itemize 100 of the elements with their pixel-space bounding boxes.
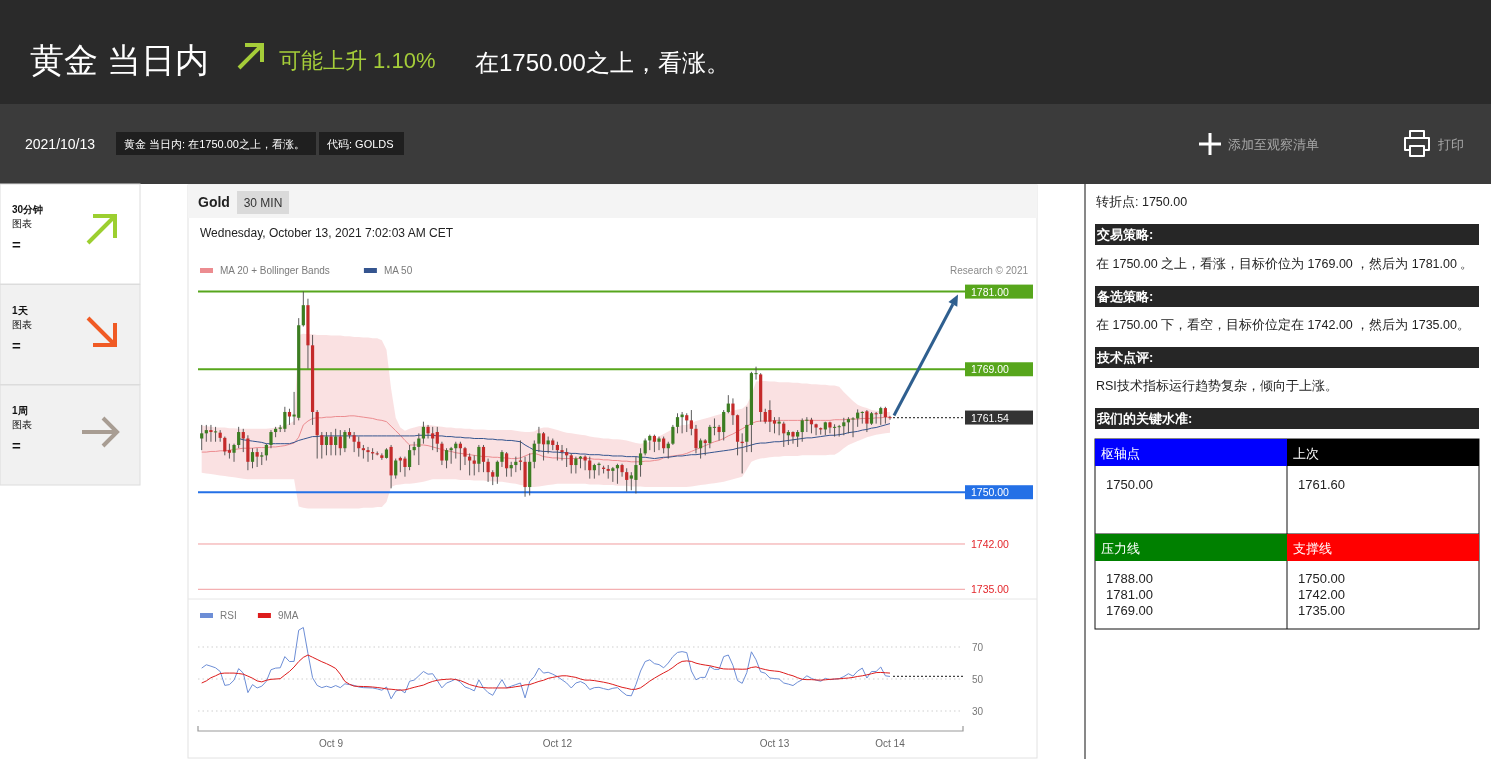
text: = xyxy=(12,236,21,253)
text: 30分钟 xyxy=(12,204,44,215)
text: 枢轴点 xyxy=(1101,446,1140,461)
candlestick xyxy=(578,455,583,469)
text: 图表 xyxy=(12,318,32,330)
candlestick xyxy=(569,452,573,474)
candlestick xyxy=(712,418,717,436)
text: 黄金 当日内: 在1750.00之上，看涨。 xyxy=(124,138,305,150)
candlestick xyxy=(657,436,661,451)
candlestick xyxy=(504,451,509,478)
text: 1788.00 xyxy=(1106,571,1153,586)
candlestick xyxy=(246,434,250,471)
candlestick xyxy=(541,431,546,461)
candlestick xyxy=(361,444,365,460)
candlestick xyxy=(301,291,305,327)
candlestick xyxy=(560,444,564,461)
text: 上次 xyxy=(1293,446,1319,461)
candlestick xyxy=(597,462,601,476)
candlestick xyxy=(777,416,781,436)
candlestick xyxy=(232,443,236,463)
candlestick xyxy=(431,426,435,451)
x-tick-label: Oct 12 xyxy=(542,738,573,749)
text: 压力线 xyxy=(1101,541,1140,556)
candlestick xyxy=(675,412,680,434)
candlestick xyxy=(204,424,208,443)
line-series xyxy=(201,654,891,691)
candlestick xyxy=(532,440,536,469)
candlestick xyxy=(800,418,804,443)
candlestick xyxy=(481,444,486,473)
y-tick-label: 30 xyxy=(972,706,984,717)
text: 打印 xyxy=(1437,137,1464,152)
candlestick xyxy=(315,409,319,460)
candlestick xyxy=(421,421,426,445)
candlestick xyxy=(638,447,643,478)
candlestick xyxy=(329,431,333,456)
chart-subtitle: Wednesday, October 13, 2021 7:02:03 AM CET xyxy=(200,226,454,240)
candlestick xyxy=(463,446,467,466)
text: 1天 xyxy=(12,304,29,316)
legend-label: MA 50 xyxy=(383,265,413,276)
candlestick xyxy=(200,424,204,451)
text: 1750.00 xyxy=(1106,477,1153,492)
candlestick xyxy=(223,436,227,456)
candlestick xyxy=(209,424,213,443)
candlestick xyxy=(860,410,864,425)
y-tick-label: 1761.54 xyxy=(971,411,1010,424)
text: 1781.00 xyxy=(1106,587,1153,602)
candlestick xyxy=(426,424,430,439)
candlestick xyxy=(320,431,324,460)
x-tick-label: Oct 13 xyxy=(759,738,790,749)
candlestick xyxy=(260,451,264,466)
candlestick xyxy=(851,416,855,438)
candlestick xyxy=(888,415,892,421)
candlestick xyxy=(611,466,615,483)
text: 交易策略: xyxy=(1096,227,1154,242)
candlestick xyxy=(694,424,698,454)
legend-label: RSI xyxy=(220,610,237,621)
candlestick xyxy=(435,426,439,453)
candlestick xyxy=(343,429,347,453)
text: 1735.00 xyxy=(1298,603,1345,618)
candlestick xyxy=(731,397,735,426)
candlestick xyxy=(722,409,726,441)
text: 备选策略: xyxy=(1096,289,1154,304)
candlestick xyxy=(671,424,675,446)
text: 1742.00 xyxy=(1298,587,1345,602)
candlestick xyxy=(486,458,490,483)
candlestick xyxy=(380,452,384,461)
text: 转折点: 1750.00 xyxy=(1096,195,1188,209)
y-tick-label: 50 xyxy=(972,674,984,685)
y-tick-label: 1750.00 xyxy=(971,486,1010,499)
candlestick xyxy=(509,461,513,478)
candlestick xyxy=(717,424,721,441)
candlestick xyxy=(237,426,241,449)
candlestick xyxy=(495,460,499,485)
candlestick xyxy=(837,424,841,438)
x-tick-label: Oct 14 xyxy=(875,738,906,749)
candlestick xyxy=(269,429,273,449)
candlestick xyxy=(565,447,569,468)
text: 在 1750.00 下，看空，目标价位定在 1742.00 ，然后为 1735.00。 xyxy=(1096,318,1470,332)
candlestick xyxy=(477,444,481,473)
text: 代码: GOLDS xyxy=(326,138,394,150)
candlestick xyxy=(468,452,472,476)
candlestick xyxy=(708,424,712,449)
text: 1761.60 xyxy=(1298,477,1345,492)
candlestick xyxy=(283,406,287,433)
candlestick xyxy=(213,426,218,443)
legend-label: MA 20 + Bollinger Bands xyxy=(220,265,330,276)
candlestick xyxy=(879,406,883,426)
text: 2021/10/13 xyxy=(25,136,96,152)
text: 我们的关键水准: xyxy=(1096,411,1193,426)
text: 1769.00 xyxy=(1106,603,1153,618)
text: 1750.00 xyxy=(1298,571,1345,586)
candlestick xyxy=(250,447,255,469)
candlestick xyxy=(227,443,232,460)
text: 可能上升 1.10% xyxy=(279,48,436,73)
chart-title: Gold xyxy=(198,194,230,210)
candlestick xyxy=(500,449,504,468)
text: 支撑线 xyxy=(1293,541,1332,556)
text: 在 1750.00 之上，看涨，目标价位为 1769.00 ，然后为 1781.00 。 xyxy=(1096,257,1474,271)
candlestick xyxy=(444,447,449,469)
text: 黄金 当日内 xyxy=(30,41,210,79)
